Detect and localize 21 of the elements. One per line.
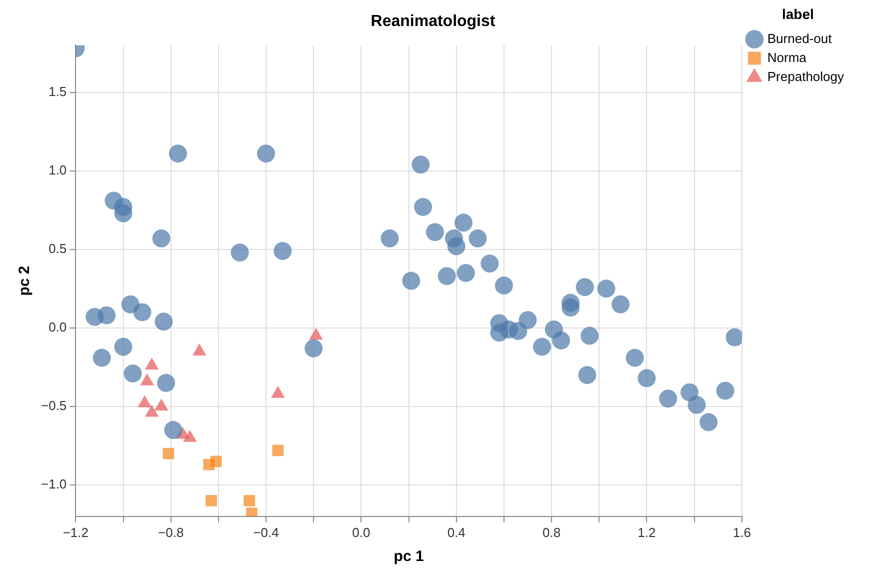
x-axis-title: pc 1	[394, 548, 424, 566]
x-tick-label: −0.4	[253, 524, 279, 540]
x-tick-label: 0.8	[542, 524, 561, 540]
y-axis-title: pc 2	[16, 266, 34, 296]
y-tick-label: −1.0	[40, 476, 67, 492]
chart-title: Reanimatologist	[370, 13, 496, 30]
y-tick-label: 1.0	[48, 162, 67, 178]
legend-title: label	[782, 6, 814, 22]
y-tick-label: −0.5	[40, 398, 67, 414]
x-tick-label: 0.0	[352, 524, 370, 540]
y-tick-label: 1.5	[48, 84, 67, 99]
y-tick-label: 0.5	[48, 240, 67, 256]
x-tick-label: 1.6	[732, 524, 751, 540]
y-tick-label: 0.0	[48, 320, 67, 334]
legend-label: Prepathology	[767, 68, 844, 84]
x-tick-label: −0.8	[158, 524, 184, 540]
x-tick-label: 1.2	[638, 524, 656, 540]
legend-label: Burned-out	[767, 30, 832, 46]
legend-label: Norma	[767, 50, 808, 65]
x-tick-label: −1.2	[62, 524, 88, 540]
x-tick-label: 0.4	[447, 524, 466, 540]
